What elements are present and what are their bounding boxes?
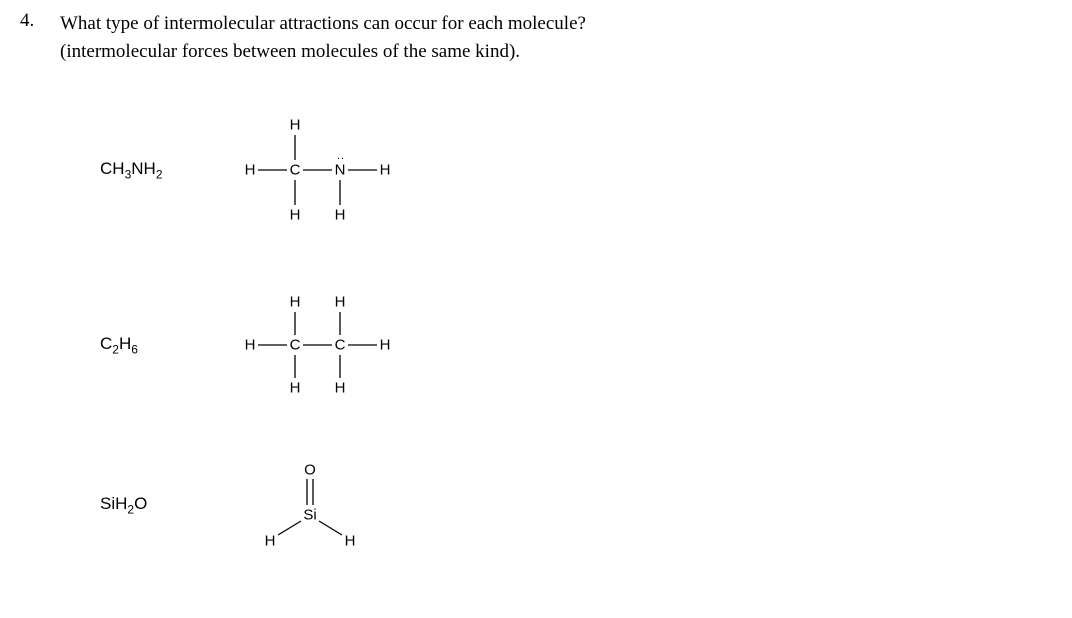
formula-part: C: [100, 334, 112, 353]
structure-silanone: O Si H H: [230, 455, 400, 555]
atom-h: H: [335, 207, 346, 224]
structure-ethane: H C H H C H H H: [230, 285, 430, 405]
atom-h: H: [265, 533, 276, 550]
atom-h: H: [290, 207, 301, 224]
atom-c: C: [335, 337, 346, 354]
atom-h: H: [380, 337, 391, 354]
question-row: 4. What type of intermolecular attractio…: [20, 10, 1052, 65]
formula-sub: 2: [112, 342, 119, 356]
molecule-methylamine: CH3NH2 H C H H N . . H H: [100, 105, 1052, 235]
atom-n: N: [335, 162, 346, 179]
atom-h: H: [290, 294, 301, 311]
formula-sub: 2: [156, 167, 163, 181]
molecule-silanone: SiH2O O Si H H: [100, 455, 1052, 555]
atom-h: H: [345, 533, 356, 550]
bond: [319, 521, 342, 535]
structure-methylamine: H C H H N . . H H: [230, 105, 430, 235]
atom-h: H: [335, 380, 346, 397]
atom-h: H: [380, 162, 391, 179]
atom-o: O: [304, 462, 316, 479]
formula-silanone: SiH2O: [100, 494, 230, 516]
atom-h: H: [290, 380, 301, 397]
bond: [278, 521, 301, 535]
structure-svg: O Si H H: [230, 455, 400, 555]
lone-pair: . .: [337, 150, 344, 162]
formula-sub: 6: [131, 342, 138, 356]
molecule-ethane: C2H6 H C H H C H H H: [100, 285, 1052, 405]
structure-svg: H C H H C H H H: [230, 285, 430, 405]
formula-part: SiH: [100, 494, 127, 513]
atom-h: H: [245, 162, 256, 179]
formula-part: H: [119, 334, 131, 353]
atom-si: Si: [303, 507, 316, 524]
atom-c: C: [290, 162, 301, 179]
atom-h: H: [245, 337, 256, 354]
formula-part: O: [134, 494, 147, 513]
formula-ethane: C2H6: [100, 334, 230, 356]
question-number: 4.: [20, 10, 60, 32]
atom-c: C: [290, 337, 301, 354]
atom-h: H: [290, 117, 301, 134]
formula-methylamine: CH3NH2: [100, 159, 230, 181]
question-line-2: (intermolecular forces between molecules…: [60, 41, 520, 62]
structure-svg: H C H H N . . H H: [230, 105, 430, 235]
atom-h: H: [335, 294, 346, 311]
question-text: What type of intermolecular attractions …: [60, 10, 586, 65]
formula-part: CH: [100, 159, 125, 178]
question-line-1: What type of intermolecular attractions …: [60, 13, 586, 34]
formula-part: NH: [131, 159, 156, 178]
